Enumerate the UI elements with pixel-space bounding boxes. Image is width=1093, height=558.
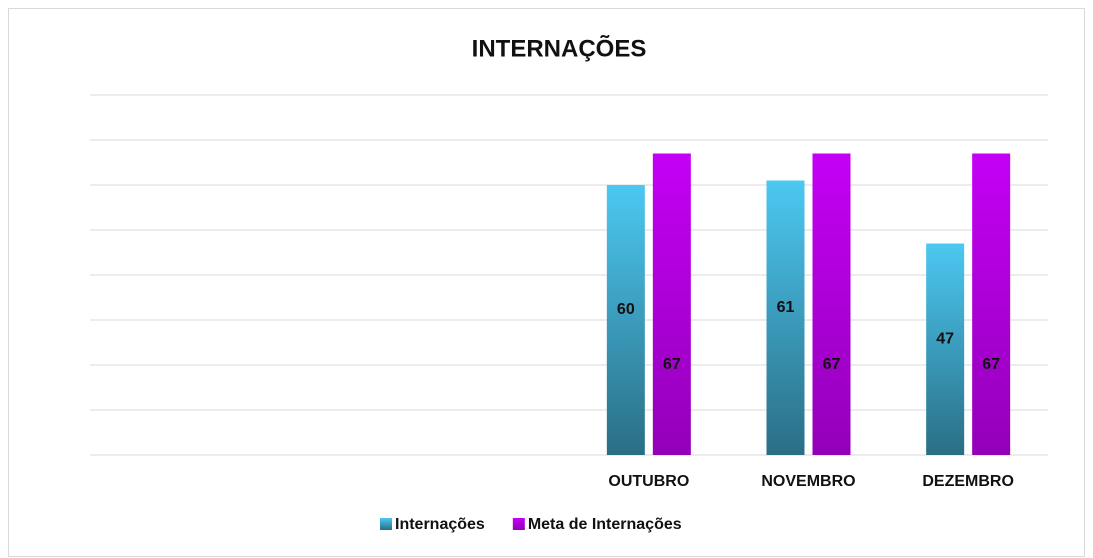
- chart-title: INTERNAÇÕES: [472, 34, 647, 62]
- data-label: 67: [663, 356, 681, 373]
- bar: [926, 243, 965, 455]
- x-tick-label: NOVEMBRO: [761, 473, 855, 490]
- bar: [606, 185, 645, 455]
- data-label: 61: [777, 299, 795, 316]
- legend-label: Meta de Internações: [528, 516, 682, 533]
- chart-frame: [8, 8, 1085, 557]
- bar: [812, 153, 851, 455]
- data-label: 47: [936, 330, 954, 347]
- legend-label: Internações: [395, 516, 485, 533]
- bar: [972, 153, 1011, 455]
- data-label: 67: [823, 356, 841, 373]
- data-label: 60: [617, 301, 635, 318]
- legend-swatch: [380, 518, 392, 530]
- x-tick-label: OUTUBRO: [608, 473, 689, 490]
- bar: [652, 153, 691, 455]
- bar: [766, 180, 805, 455]
- legend-swatch: [512, 518, 525, 530]
- x-tick-label: DEZEMBRO: [922, 473, 1014, 490]
- data-label: 67: [982, 356, 1000, 373]
